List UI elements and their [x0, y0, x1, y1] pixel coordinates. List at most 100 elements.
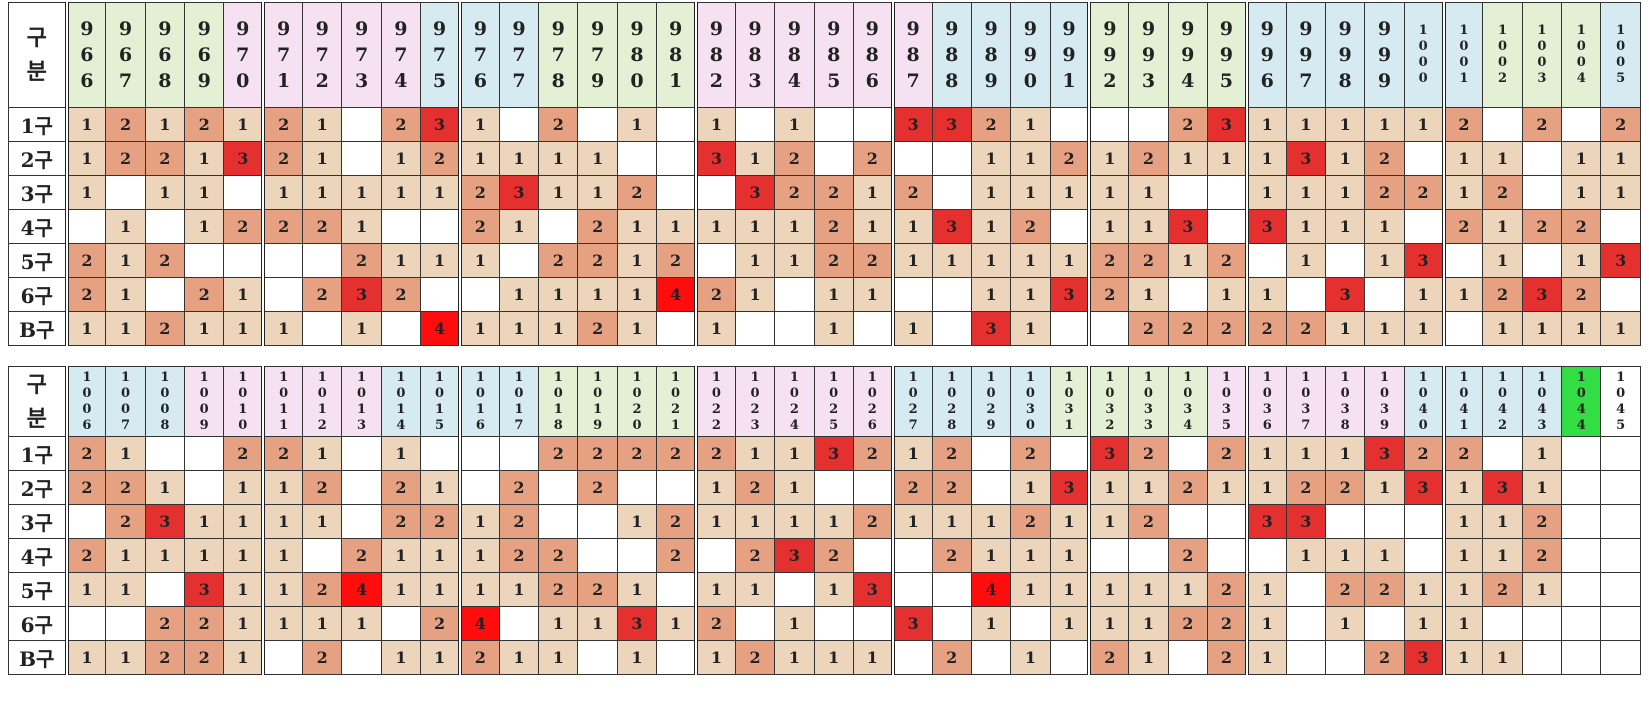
count-cell: 1	[1364, 209, 1405, 244]
count-cell	[223, 243, 264, 278]
count-cell: 2	[380, 470, 422, 505]
count-cell	[852, 470, 894, 505]
count-cell: 2	[970, 107, 1012, 142]
count-cell	[890, 640, 933, 675]
count-cell: 1	[1206, 141, 1248, 176]
count-cell	[1364, 277, 1405, 312]
count-cell: 2	[577, 209, 618, 244]
count-cell: 1	[223, 470, 264, 505]
count-cell: 1	[457, 141, 500, 176]
count-cell: 2	[261, 436, 304, 471]
count-cell: 2	[1244, 311, 1287, 346]
count-cell: 2	[890, 470, 933, 505]
count-cell: 2	[577, 436, 618, 471]
count-cell	[1600, 436, 1641, 471]
count-cell: 1	[302, 141, 343, 176]
count-cell: 1	[970, 175, 1012, 210]
count-cell: 2	[1600, 107, 1641, 142]
count-cell: 1	[1482, 538, 1523, 573]
count-cell	[1244, 243, 1287, 278]
count-cell: 2	[1364, 175, 1405, 210]
row-label: 1구	[8, 436, 69, 471]
table-row: 6구 2 1 2 1 2 3 2 1 1 1 1 4 2 1 1 1 1 1 3 2 1 1 1 3 1 1 2 3 2	[8, 277, 1641, 312]
count-cell: 2	[813, 243, 854, 278]
count-cell	[498, 243, 540, 278]
count-cell: 1	[1482, 141, 1523, 176]
count-cell: 1	[538, 640, 579, 675]
count-cell: 2	[144, 243, 186, 278]
count-cell	[302, 311, 343, 346]
count-cell: 1	[616, 243, 658, 278]
count-cell: 2	[144, 606, 186, 641]
count-cell: 1	[1441, 538, 1484, 573]
count-cell: 1	[774, 107, 815, 142]
count-cell	[1521, 243, 1563, 278]
count-cell	[931, 572, 972, 607]
count-cell: 2	[1206, 243, 1248, 278]
count-cell: 1	[1324, 175, 1366, 210]
count-cell: 3	[1049, 470, 1090, 505]
row-label: 4구	[8, 538, 69, 573]
count-cell: 1	[65, 311, 107, 346]
count-cell	[1167, 640, 1208, 675]
count-cell: 1	[341, 175, 382, 210]
count-cell: 2	[380, 504, 422, 539]
count-cell	[65, 606, 107, 641]
table-row: B구 1 1 2 1 1 1 1 4 1 1 1 2 1 1 1 1 3 1 2 2 2 2 2 1 1 1 1 1 1 1	[8, 311, 1641, 346]
count-cell	[656, 141, 697, 176]
count-cell: 2	[457, 209, 500, 244]
count-cell: 1	[1206, 277, 1248, 312]
count-cell: 1	[693, 209, 736, 244]
count-cell: 1	[261, 606, 304, 641]
count-cell: 2	[1521, 504, 1563, 539]
count-cell: 1	[616, 640, 658, 675]
count-cell: 2	[105, 107, 146, 142]
count-cell: 2	[693, 436, 736, 471]
count-cell: 1	[970, 538, 1012, 573]
count-cell: 2	[65, 243, 107, 278]
count-cell: 1	[1087, 470, 1130, 505]
count-cell	[813, 141, 854, 176]
count-cell: 1	[261, 311, 304, 346]
count-cell: 1	[1521, 572, 1563, 607]
count-cell: 2	[65, 470, 107, 505]
count-cell	[380, 209, 422, 244]
count-cell: 2	[1521, 538, 1563, 573]
count-cell	[616, 141, 658, 176]
count-cell: 2	[184, 107, 225, 142]
count-cell: 2	[577, 572, 618, 607]
count-cell: 1	[1600, 175, 1641, 210]
count-cell: 1	[498, 572, 540, 607]
count-cell: 2	[420, 141, 461, 176]
count-cell: 2	[223, 209, 264, 244]
count-cell	[420, 209, 461, 244]
count-cell: 2	[1128, 243, 1169, 278]
count-cell: 2	[538, 107, 579, 142]
count-cell: 2	[734, 470, 776, 505]
count-cell: 1	[931, 504, 972, 539]
count-cell	[457, 277, 500, 312]
row-label: 1구	[8, 107, 69, 142]
count-cell: 1	[813, 277, 854, 312]
count-cell: 2	[498, 470, 540, 505]
count-cell: 2	[1403, 436, 1445, 471]
count-cell	[538, 470, 579, 505]
count-cell: 1	[302, 436, 343, 471]
count-cell: 1	[1403, 311, 1445, 346]
row-label: B구	[8, 640, 69, 675]
count-cell: 2	[184, 606, 225, 641]
count-cell: 1	[302, 107, 343, 142]
count-cell	[1285, 277, 1327, 312]
count-cell	[144, 209, 186, 244]
count-cell: 1	[538, 175, 579, 210]
